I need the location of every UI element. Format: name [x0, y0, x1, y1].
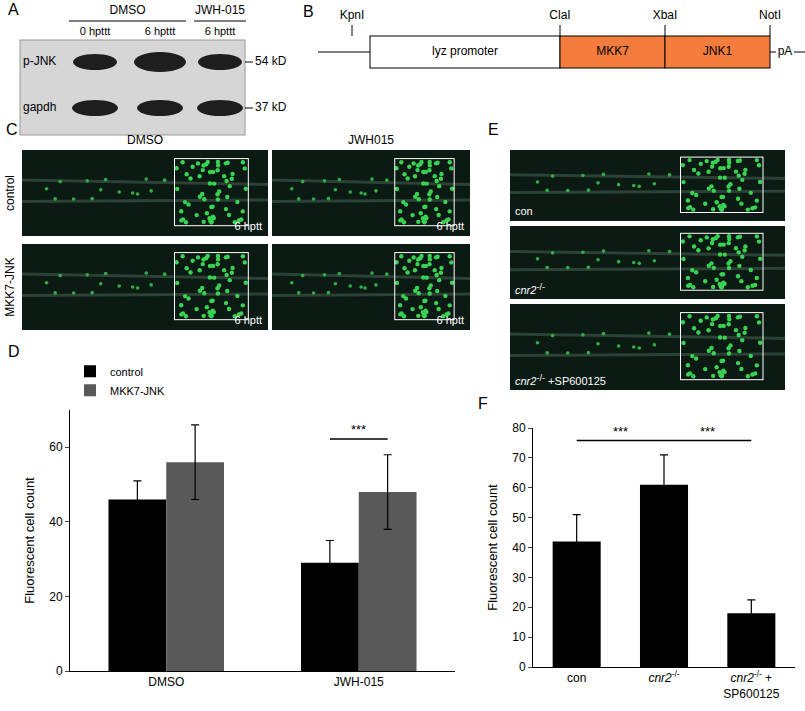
svg-text:80: 80 [512, 421, 526, 435]
svg-text:con: con [567, 671, 586, 685]
html-text:NotI: NotI [759, 8, 781, 23]
svg-text:60: 60 [512, 481, 526, 495]
svg-text:20: 20 [49, 590, 63, 604]
html-text:6 hptt: 6 hptt [234, 220, 262, 232]
svg-text:60: 60 [49, 440, 63, 454]
html-text:ClaI: ClaI [549, 8, 571, 23]
html-text:control: control [3, 175, 18, 211]
html-text:DMSO: DMSO [127, 133, 163, 148]
svg-text:0: 0 [56, 664, 63, 678]
html-text:lyz promoter: lyz promoter [432, 44, 498, 59]
html-text:6 hptt: 6 hptt [234, 314, 262, 326]
html-text:37 kD: 37 kD [255, 100, 287, 115]
svg-text:cnr2​-/-​: cnr2​-/-​ [648, 669, 679, 685]
svg-text:JWH-015: JWH-015 [334, 675, 384, 689]
svg-text:***: *** [613, 424, 628, 439]
html-text:KpnI: KpnI [339, 8, 365, 23]
html-text:MKK7-JNK: MKK7-JNK [3, 257, 18, 317]
html-text:JWH-015: JWH-015 [195, 3, 245, 18]
svg-text:***: *** [700, 424, 715, 439]
html-text:6 hpttt: 6 hpttt [144, 25, 176, 37]
svg-text:Fluorescent cell count: Fluorescent cell count [485, 484, 500, 611]
svg-text:50: 50 [512, 511, 526, 525]
html-text:p-JNK: p-JNK [23, 54, 57, 69]
html-text:A: A [8, 1, 19, 19]
html-text:6 hpttt: 6 hpttt [204, 25, 236, 37]
svg-text:40: 40 [49, 515, 63, 529]
svg-text:***: *** [351, 422, 366, 437]
html-text:C: C [6, 121, 18, 139]
html-text:con: con [515, 205, 533, 217]
html-text:cnr2-/-+SP600125: cnr2-/-+SP600125 [515, 372, 606, 388]
html-text:6 hptt: 6 hptt [436, 314, 464, 326]
svg-text:40: 40 [512, 541, 526, 555]
html-text:6 hptt: 6 hptt [436, 220, 464, 232]
svg-text:30: 30 [512, 571, 526, 585]
svg-text:70: 70 [512, 451, 526, 465]
html-text:F: F [478, 395, 488, 413]
svg-text:0: 0 [519, 660, 526, 674]
svg-text:10: 10 [512, 630, 526, 644]
html-text:D: D [8, 343, 20, 361]
svg-text:MKK7-JNK: MKK7-JNK [110, 385, 165, 397]
html-text:MKK7: MKK7 [596, 44, 629, 59]
html-text:DMSO: DMSO [109, 3, 146, 18]
html-text:JNK1: JNK1 [702, 44, 733, 59]
html-text:54 kD: 54 kD [255, 54, 287, 69]
svg-text:Fluorescent cell count: Fluorescent cell count [22, 477, 37, 604]
html-text:B: B [303, 3, 314, 21]
svg-text:20: 20 [512, 600, 526, 614]
html-text:0 hpttt: 0 hpttt [79, 25, 111, 37]
svg-text:control: control [110, 366, 143, 378]
html-text:cnr2-/-: cnr2-/- [515, 281, 546, 297]
html-text:gapdh: gapdh [23, 100, 57, 115]
html-text:pA: pA [777, 44, 793, 59]
html-text:JWH015: JWH015 [348, 133, 394, 148]
html-text:XbaI: XbaI [652, 8, 678, 23]
svg-text:DMSO: DMSO [148, 675, 184, 689]
svg-text:cnr2​-/-​ +SP600125: cnr2​-/-​ +SP600125 [723, 669, 779, 701]
html-text:E: E [488, 121, 499, 139]
